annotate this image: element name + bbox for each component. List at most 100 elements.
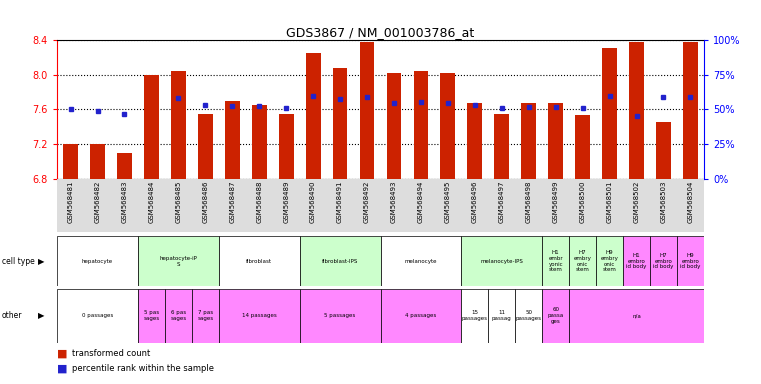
Bar	[192, 289, 219, 343]
Bar	[413, 71, 428, 179]
Bar	[548, 103, 563, 179]
Bar	[380, 236, 461, 286]
Text: 7 pas
sages: 7 pas sages	[197, 310, 213, 321]
Bar	[57, 236, 138, 286]
Bar	[495, 114, 509, 179]
Text: 4 passages: 4 passages	[406, 313, 437, 318]
Text: GSM568488: GSM568488	[256, 181, 263, 223]
Text: H1
embr
yonic
stem: H1 embr yonic stem	[549, 250, 563, 272]
Text: GSM568487: GSM568487	[229, 181, 235, 223]
Text: H9
embry
onic
stem: H9 embry onic stem	[600, 250, 619, 272]
Bar	[300, 236, 380, 286]
Bar	[198, 114, 213, 179]
Text: GSM568498: GSM568498	[526, 181, 532, 223]
Bar	[138, 236, 219, 286]
Text: 0 passages: 0 passages	[82, 313, 113, 318]
Text: GSM568495: GSM568495	[445, 181, 451, 223]
Title: GDS3867 / NM_001003786_at: GDS3867 / NM_001003786_at	[286, 26, 475, 39]
Text: GSM568494: GSM568494	[418, 181, 424, 223]
Bar	[596, 236, 623, 286]
Bar	[252, 105, 266, 179]
Text: hepatocyte: hepatocyte	[82, 258, 113, 264]
Text: 5 pas
sages: 5 pas sages	[143, 310, 160, 321]
Bar	[489, 289, 515, 343]
Text: H7
embro
id body: H7 embro id body	[653, 253, 673, 270]
Text: GSM568500: GSM568500	[580, 181, 586, 223]
Text: percentile rank within the sample: percentile rank within the sample	[72, 364, 215, 373]
Bar	[138, 289, 165, 343]
Text: transformed count: transformed count	[72, 349, 151, 358]
Text: GSM568492: GSM568492	[364, 181, 370, 223]
Bar	[677, 236, 704, 286]
Text: ■: ■	[57, 348, 68, 358]
Bar	[165, 289, 192, 343]
Text: n/a: n/a	[632, 313, 641, 318]
Text: fibroblast: fibroblast	[247, 258, 272, 264]
Bar	[63, 144, 78, 179]
Text: GSM568490: GSM568490	[310, 181, 316, 223]
Bar	[380, 289, 461, 343]
Bar	[623, 236, 650, 286]
Bar	[543, 289, 569, 343]
Text: GSM568493: GSM568493	[391, 181, 397, 223]
Bar	[306, 53, 320, 179]
Bar	[387, 73, 401, 179]
Text: GSM568481: GSM568481	[68, 181, 74, 223]
Bar	[461, 236, 542, 286]
Text: ■: ■	[57, 364, 68, 374]
Text: GSM568502: GSM568502	[634, 181, 639, 223]
Text: GSM568499: GSM568499	[552, 181, 559, 223]
Bar	[683, 42, 698, 179]
Text: GSM568503: GSM568503	[661, 181, 667, 223]
Bar	[333, 68, 348, 179]
Bar	[219, 289, 300, 343]
Text: GSM568491: GSM568491	[337, 181, 343, 223]
Bar	[171, 71, 186, 179]
Bar	[602, 48, 617, 179]
Bar	[629, 42, 644, 179]
Text: GSM568496: GSM568496	[472, 181, 478, 223]
Bar	[650, 236, 677, 286]
Text: melanocyte: melanocyte	[405, 258, 437, 264]
Bar	[300, 289, 380, 343]
Bar	[569, 289, 704, 343]
Text: GSM568483: GSM568483	[122, 181, 127, 223]
Bar	[569, 236, 596, 286]
Text: cell type: cell type	[2, 257, 34, 266]
Text: ▶: ▶	[38, 257, 45, 266]
Bar	[117, 152, 132, 179]
Bar	[441, 73, 455, 179]
Text: hepatocyte-iP
S: hepatocyte-iP S	[159, 256, 197, 266]
Text: 14 passages: 14 passages	[242, 313, 276, 318]
Text: H7
embry
onic
stem: H7 embry onic stem	[574, 250, 591, 272]
Text: GSM568501: GSM568501	[607, 181, 613, 223]
Bar	[467, 103, 482, 179]
Bar	[521, 103, 537, 179]
Bar	[224, 101, 240, 179]
Bar	[219, 236, 300, 286]
Bar	[543, 236, 569, 286]
Text: GSM568489: GSM568489	[283, 181, 289, 223]
Text: 15
passages: 15 passages	[462, 310, 488, 321]
Text: H9
embro
id body: H9 embro id body	[680, 253, 701, 270]
Text: GSM568504: GSM568504	[687, 181, 693, 223]
Bar	[575, 114, 590, 179]
Text: 60
passa
ges: 60 passa ges	[548, 307, 564, 324]
Text: ▶: ▶	[38, 311, 45, 320]
Text: GSM568484: GSM568484	[148, 181, 154, 223]
Bar	[279, 114, 294, 179]
Text: H1
embro
id body: H1 embro id body	[626, 253, 647, 270]
Text: 50
passages: 50 passages	[516, 310, 542, 321]
Text: 5 passages: 5 passages	[324, 313, 355, 318]
Bar	[90, 144, 105, 179]
Text: GSM568485: GSM568485	[175, 181, 181, 223]
Text: fibroblast-IPS: fibroblast-IPS	[322, 258, 358, 264]
Text: 6 pas
sages: 6 pas sages	[170, 310, 186, 321]
Bar	[144, 75, 159, 179]
Text: GSM568482: GSM568482	[94, 181, 100, 223]
Bar	[515, 289, 543, 343]
Bar	[360, 42, 374, 179]
Text: other: other	[2, 311, 22, 320]
Text: GSM568497: GSM568497	[498, 181, 505, 223]
Bar	[57, 289, 138, 343]
